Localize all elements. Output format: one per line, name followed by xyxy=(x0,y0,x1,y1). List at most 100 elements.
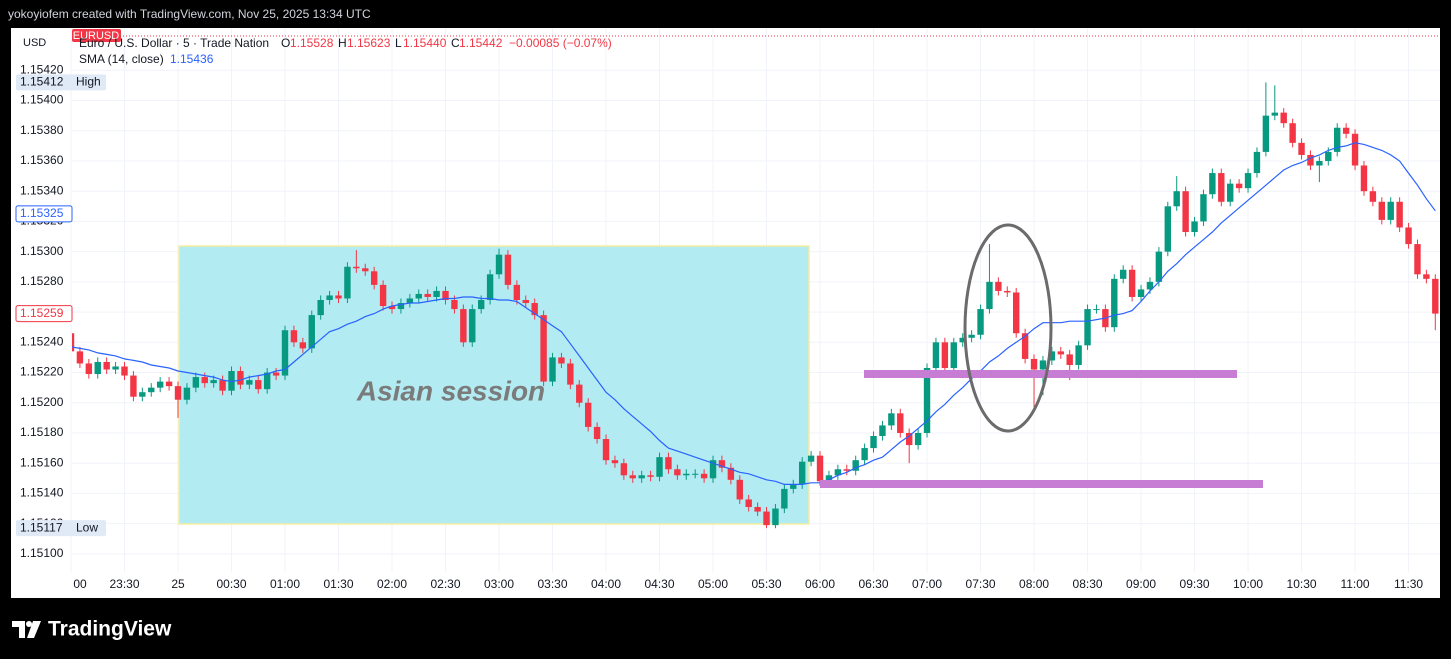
candle-body xyxy=(576,384,583,403)
candle-body xyxy=(772,508,779,526)
sma-line xyxy=(72,142,1436,485)
candle-body xyxy=(531,303,538,316)
candle-body xyxy=(1334,127,1341,152)
candle-body xyxy=(1182,191,1189,232)
price-badge xyxy=(15,305,73,323)
candle-body xyxy=(1120,269,1127,279)
candle-body xyxy=(727,467,735,480)
candle-body xyxy=(237,371,244,385)
y-tick-label: 1.15280 xyxy=(20,274,64,288)
candle-body xyxy=(219,380,226,391)
y-tick-label: 1.15420 xyxy=(20,62,64,76)
x-tick-label: 01:00 xyxy=(270,577,300,591)
candle-body xyxy=(1307,154,1314,166)
x-tick-label: 25 xyxy=(171,577,185,591)
candle-body xyxy=(977,309,984,335)
candle-body xyxy=(210,380,217,384)
candle-body xyxy=(1200,194,1207,222)
candle-body xyxy=(94,361,101,375)
candle-body xyxy=(790,484,797,489)
candle-body xyxy=(602,439,610,461)
candle-body xyxy=(807,455,815,462)
candle-body xyxy=(1155,251,1163,282)
candle-body xyxy=(897,413,904,433)
candle-body xyxy=(281,330,289,376)
x-tick-label: 08:30 xyxy=(1073,577,1103,591)
symbol-badge xyxy=(72,29,121,42)
ohlc-label: C xyxy=(451,36,460,50)
x-tick-label: 23:30 xyxy=(109,577,139,591)
candle-body xyxy=(584,402,592,427)
x-tick-label: 04:00 xyxy=(591,577,621,591)
candle-body xyxy=(1111,278,1118,328)
ohlc-label: O xyxy=(281,36,290,50)
candle-body xyxy=(317,300,324,316)
candle-body xyxy=(335,295,342,299)
candle-body xyxy=(299,342,307,349)
y-tick-label: 1.15200 xyxy=(20,395,64,409)
candle-body xyxy=(460,309,467,343)
x-tick-label: 03:00 xyxy=(484,577,514,591)
candle-body xyxy=(843,469,850,471)
candle-body xyxy=(629,475,636,479)
candle-body xyxy=(1075,345,1082,365)
x-tick-label: 07:00 xyxy=(912,577,942,591)
candle-body xyxy=(781,488,788,509)
candle-body xyxy=(1030,358,1038,370)
candle-body xyxy=(567,363,574,385)
currency: USD xyxy=(23,37,46,49)
candle-body xyxy=(85,363,93,375)
candle-body xyxy=(691,473,699,475)
candle-body xyxy=(593,426,601,440)
candle-body xyxy=(504,254,512,285)
candle-body xyxy=(1084,309,1091,346)
session-label: Asian session xyxy=(356,375,545,406)
candle-body xyxy=(344,266,351,299)
x-tick-label: 10:30 xyxy=(1287,577,1317,591)
price-badge-text: Low xyxy=(76,520,98,534)
x-tick-label: 10:00 xyxy=(1233,577,1263,591)
candle-body xyxy=(959,337,966,343)
candle-body xyxy=(192,377,200,388)
candle-body xyxy=(156,381,164,388)
candle-body xyxy=(1280,112,1287,124)
price-label: 1.15117 Low xyxy=(16,520,106,537)
candle-body xyxy=(674,469,681,476)
candle-body xyxy=(825,475,833,482)
candle-body xyxy=(121,366,128,376)
candle-body xyxy=(228,371,235,391)
price-badge-label: 1.15117 xyxy=(20,520,63,534)
candle-body xyxy=(183,387,191,400)
candle-body xyxy=(932,342,940,368)
x-tick-label: 11:00 xyxy=(1340,577,1369,591)
candle-body xyxy=(870,436,877,449)
candle-body xyxy=(379,284,387,307)
candle-body xyxy=(700,473,708,479)
y-tick-label: 1.15380 xyxy=(20,123,64,137)
y-tick-label: 1.15140 xyxy=(20,486,64,500)
y-tick-label: 1.15300 xyxy=(20,244,64,258)
credit: yokoyiofem created with TradingView.com,… xyxy=(8,7,371,21)
candle-body xyxy=(620,463,628,476)
y-tick-label: 1.15180 xyxy=(20,425,64,439)
ohlc-label: L xyxy=(395,36,402,50)
candle-body xyxy=(1432,278,1439,314)
candle-body xyxy=(1325,151,1332,161)
highlight-ellipse xyxy=(963,223,1053,433)
candle-body xyxy=(246,380,253,385)
x-tick-label: 06:00 xyxy=(805,577,835,591)
y-tick-label: 1.15340 xyxy=(20,183,64,197)
candle-body xyxy=(406,298,414,304)
candle-body xyxy=(968,334,975,338)
candle-body xyxy=(1173,191,1180,207)
candle-body xyxy=(1137,289,1145,297)
candle-body xyxy=(433,290,440,297)
candle-body xyxy=(736,479,743,500)
brand: TradingView xyxy=(48,618,172,641)
y-tick-label: 1.15400 xyxy=(20,93,64,107)
candle-body xyxy=(263,372,271,390)
plot xyxy=(72,82,1439,529)
candle-body xyxy=(1396,201,1403,228)
x-tick-label: 09:00 xyxy=(1126,577,1156,591)
